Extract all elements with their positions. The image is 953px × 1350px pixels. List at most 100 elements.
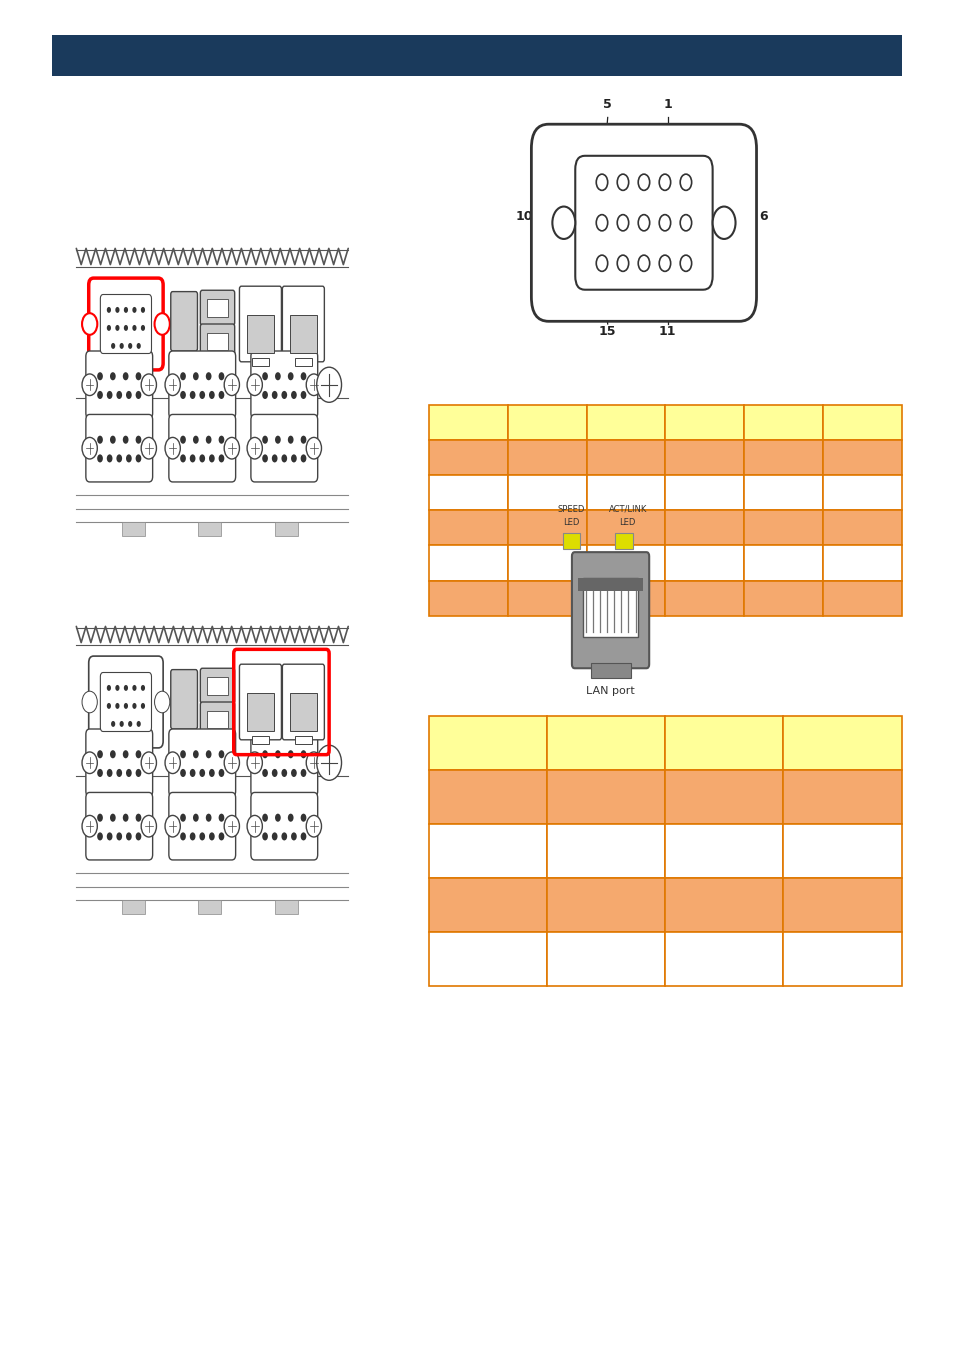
Circle shape xyxy=(247,374,262,396)
Circle shape xyxy=(190,769,195,778)
Circle shape xyxy=(123,814,129,822)
Bar xyxy=(665,824,782,878)
Circle shape xyxy=(132,703,136,709)
Circle shape xyxy=(218,436,224,444)
Circle shape xyxy=(124,684,128,691)
Bar xyxy=(290,315,316,354)
Bar xyxy=(294,736,312,744)
Circle shape xyxy=(300,455,306,463)
Bar xyxy=(507,545,586,580)
Circle shape xyxy=(288,373,294,381)
Circle shape xyxy=(141,815,156,837)
Circle shape xyxy=(154,691,170,713)
Circle shape xyxy=(141,325,145,331)
Circle shape xyxy=(209,392,214,400)
FancyBboxPatch shape xyxy=(89,656,163,748)
Text: LAN port: LAN port xyxy=(585,686,635,695)
Circle shape xyxy=(218,373,224,381)
Circle shape xyxy=(659,174,670,190)
Bar xyxy=(507,405,586,440)
FancyBboxPatch shape xyxy=(169,792,235,860)
Circle shape xyxy=(300,833,306,841)
Circle shape xyxy=(262,833,268,841)
Circle shape xyxy=(132,306,136,313)
Circle shape xyxy=(300,392,306,400)
Circle shape xyxy=(224,752,239,774)
Circle shape xyxy=(115,306,119,313)
Circle shape xyxy=(552,207,575,239)
Circle shape xyxy=(224,815,239,837)
Circle shape xyxy=(97,373,103,381)
Circle shape xyxy=(224,374,239,396)
Bar xyxy=(665,716,782,769)
Bar xyxy=(782,824,901,878)
FancyBboxPatch shape xyxy=(251,414,317,482)
Bar xyxy=(577,578,642,591)
Circle shape xyxy=(165,815,180,837)
Circle shape xyxy=(136,721,141,726)
Circle shape xyxy=(82,374,97,396)
Circle shape xyxy=(300,769,306,778)
Circle shape xyxy=(107,684,111,691)
Circle shape xyxy=(116,455,122,463)
Bar xyxy=(547,824,665,878)
Circle shape xyxy=(190,455,195,463)
Circle shape xyxy=(115,684,119,691)
Text: 1: 1 xyxy=(662,99,672,111)
Bar xyxy=(821,475,901,510)
Circle shape xyxy=(288,814,294,822)
FancyBboxPatch shape xyxy=(89,278,163,370)
Bar xyxy=(198,522,221,536)
Circle shape xyxy=(281,392,287,400)
Circle shape xyxy=(116,769,122,778)
Circle shape xyxy=(107,833,112,841)
Circle shape xyxy=(135,392,141,400)
Bar xyxy=(665,475,743,510)
Circle shape xyxy=(262,769,268,778)
Circle shape xyxy=(300,436,306,444)
Circle shape xyxy=(199,833,205,841)
Circle shape xyxy=(199,769,205,778)
Circle shape xyxy=(180,436,186,444)
Bar xyxy=(562,533,579,549)
Bar xyxy=(821,440,901,475)
Circle shape xyxy=(180,833,186,841)
Circle shape xyxy=(206,436,212,444)
Bar xyxy=(247,693,274,732)
FancyBboxPatch shape xyxy=(282,286,324,362)
FancyBboxPatch shape xyxy=(239,286,281,362)
Bar xyxy=(586,405,665,440)
Circle shape xyxy=(115,325,119,331)
FancyBboxPatch shape xyxy=(86,729,152,796)
Text: LED: LED xyxy=(618,518,636,526)
Bar xyxy=(743,440,821,475)
Circle shape xyxy=(193,751,198,759)
Circle shape xyxy=(274,814,280,822)
Circle shape xyxy=(679,215,691,231)
Circle shape xyxy=(97,833,103,841)
Circle shape xyxy=(206,373,212,381)
Circle shape xyxy=(209,455,214,463)
Circle shape xyxy=(135,814,141,822)
Circle shape xyxy=(209,769,214,778)
Bar xyxy=(782,769,901,823)
FancyBboxPatch shape xyxy=(100,672,152,732)
Bar xyxy=(743,405,821,440)
Circle shape xyxy=(82,691,97,713)
Circle shape xyxy=(180,751,186,759)
Bar xyxy=(274,522,297,536)
FancyBboxPatch shape xyxy=(171,292,197,351)
Circle shape xyxy=(291,769,296,778)
FancyBboxPatch shape xyxy=(100,294,152,354)
Bar xyxy=(247,315,274,354)
Text: ACT/LINK: ACT/LINK xyxy=(608,505,646,513)
Bar xyxy=(821,405,901,440)
Circle shape xyxy=(107,769,112,778)
FancyBboxPatch shape xyxy=(169,729,235,796)
Bar xyxy=(207,298,228,317)
Circle shape xyxy=(291,455,296,463)
Circle shape xyxy=(199,392,205,400)
Bar xyxy=(547,878,665,931)
Circle shape xyxy=(141,703,145,709)
Circle shape xyxy=(193,814,198,822)
